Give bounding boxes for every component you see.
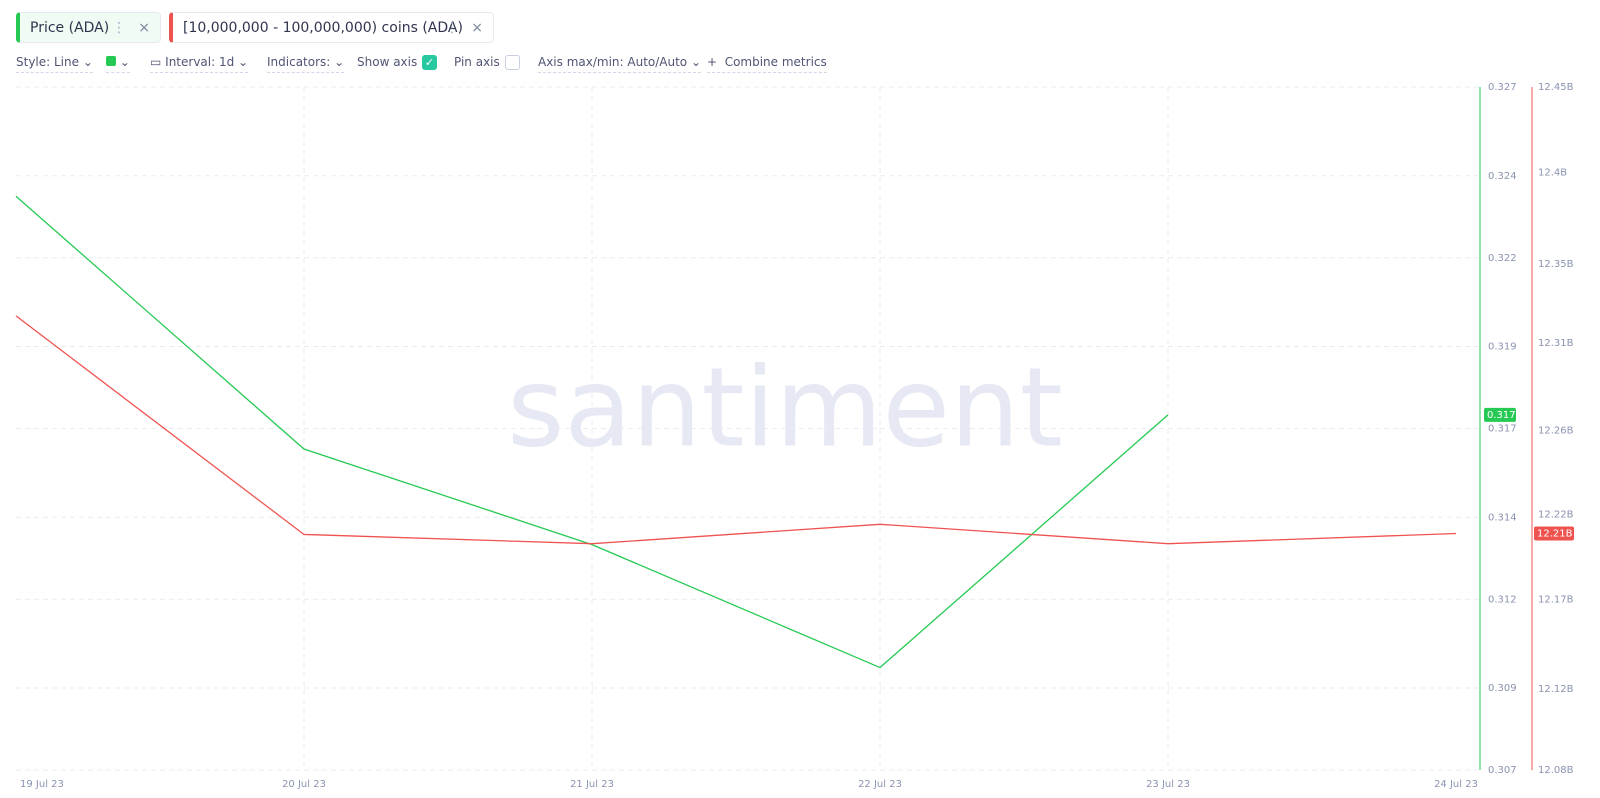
color-swatch <box>106 56 116 66</box>
y-tick-label: 0.319 <box>1488 342 1517 353</box>
tab-label: [10,000,000 - 100,000,000) coins (ADA) <box>183 20 463 36</box>
option-label: Axis max/min: Auto/Auto <box>538 55 688 69</box>
show-axis-checkbox[interactable]: ✓ <box>422 55 437 70</box>
watermark: santiment <box>507 343 1063 471</box>
x-tick-label: 21 Jul 23 <box>570 779 614 790</box>
x-tick-label: 24 Jul 23 <box>1434 779 1478 790</box>
last-value-badge: 12.21B <box>1534 526 1574 541</box>
option-label: Style: Line <box>16 55 80 69</box>
x-tick-label: 22 Jul 23 <box>858 779 902 790</box>
series-line <box>15 315 1457 545</box>
indicators-select[interactable]: Indicators: ⌄ <box>267 55 345 73</box>
y-tick-label: 0.324 <box>1488 171 1517 182</box>
y-tick-label: 0.312 <box>1488 594 1517 605</box>
option-label: Indicators: <box>267 55 331 69</box>
style-select[interactable]: Style: Line ⌄ <box>16 55 93 73</box>
y2-tick-label: 12.22B <box>1538 509 1574 520</box>
y2-tick-label: 12.26B <box>1538 425 1574 436</box>
option-label: Pin axis <box>454 55 500 69</box>
y2-tick-label: 12.31B <box>1538 338 1574 349</box>
y-tick-label: 0.322 <box>1488 253 1517 264</box>
x-tick-label: 19 Jul 23 <box>20 779 64 790</box>
pin-axis-label: Pin axis <box>454 55 500 72</box>
option-label: Interval: 1d <box>165 55 235 69</box>
y2-tick-label: 12.08B <box>1538 765 1574 776</box>
menu-icon[interactable]: ⋮ <box>445 20 459 36</box>
y-tick-label: 0.309 <box>1488 683 1517 694</box>
option-label: Show axis <box>357 55 418 69</box>
badge-bg <box>1534 526 1574 541</box>
color-select[interactable]: ⌄ <box>106 55 130 73</box>
pin-axis-checkbox[interactable] <box>505 55 520 70</box>
metric-tab[interactable]: [10,000,000 - 100,000,000) coins (ADA) ⋮ × <box>169 12 494 43</box>
x-tick-label: 20 Jul 23 <box>282 779 326 790</box>
axis-select[interactable]: Axis max/min: Auto/Auto ⌄ <box>538 55 702 73</box>
y2-tick-label: 12.17B <box>1538 594 1574 605</box>
metric-tab[interactable]: Price (ADA) ⋮ × <box>16 12 161 43</box>
badge-label: 0.317 <box>1487 410 1516 421</box>
y-tick-label: 0.314 <box>1488 512 1517 523</box>
badge-label: 12.21B <box>1537 529 1573 540</box>
y2-tick-label: 12.12B <box>1538 684 1574 695</box>
y2-tick-label: 12.35B <box>1538 259 1574 270</box>
series-line <box>15 195 1169 669</box>
menu-icon[interactable]: ⋮ <box>112 20 126 36</box>
y2-tick-label: 12.45B <box>1538 82 1574 93</box>
interval-select[interactable]: ▭ Interval: 1d ⌄ <box>150 55 249 73</box>
last-value-badge: 0.317 <box>1484 407 1516 422</box>
badge-bg <box>1484 407 1516 422</box>
combine-button[interactable]: + Combine metrics <box>707 55 827 73</box>
y-tick-label: 0.307 <box>1488 765 1517 776</box>
y2-tick-label: 12.4B <box>1538 167 1567 178</box>
tab-label: Price (ADA) <box>30 20 110 36</box>
x-tick-label: 23 Jul 23 <box>1146 779 1190 790</box>
option-label: Combine metrics <box>724 55 827 69</box>
y-tick-label: 0.317 <box>1488 424 1517 435</box>
show-axis-label: Show axis <box>357 55 417 72</box>
y-tick-label: 0.327 <box>1488 82 1517 93</box>
close-icon[interactable]: × <box>471 20 483 36</box>
close-icon[interactable]: × <box>138 20 150 36</box>
